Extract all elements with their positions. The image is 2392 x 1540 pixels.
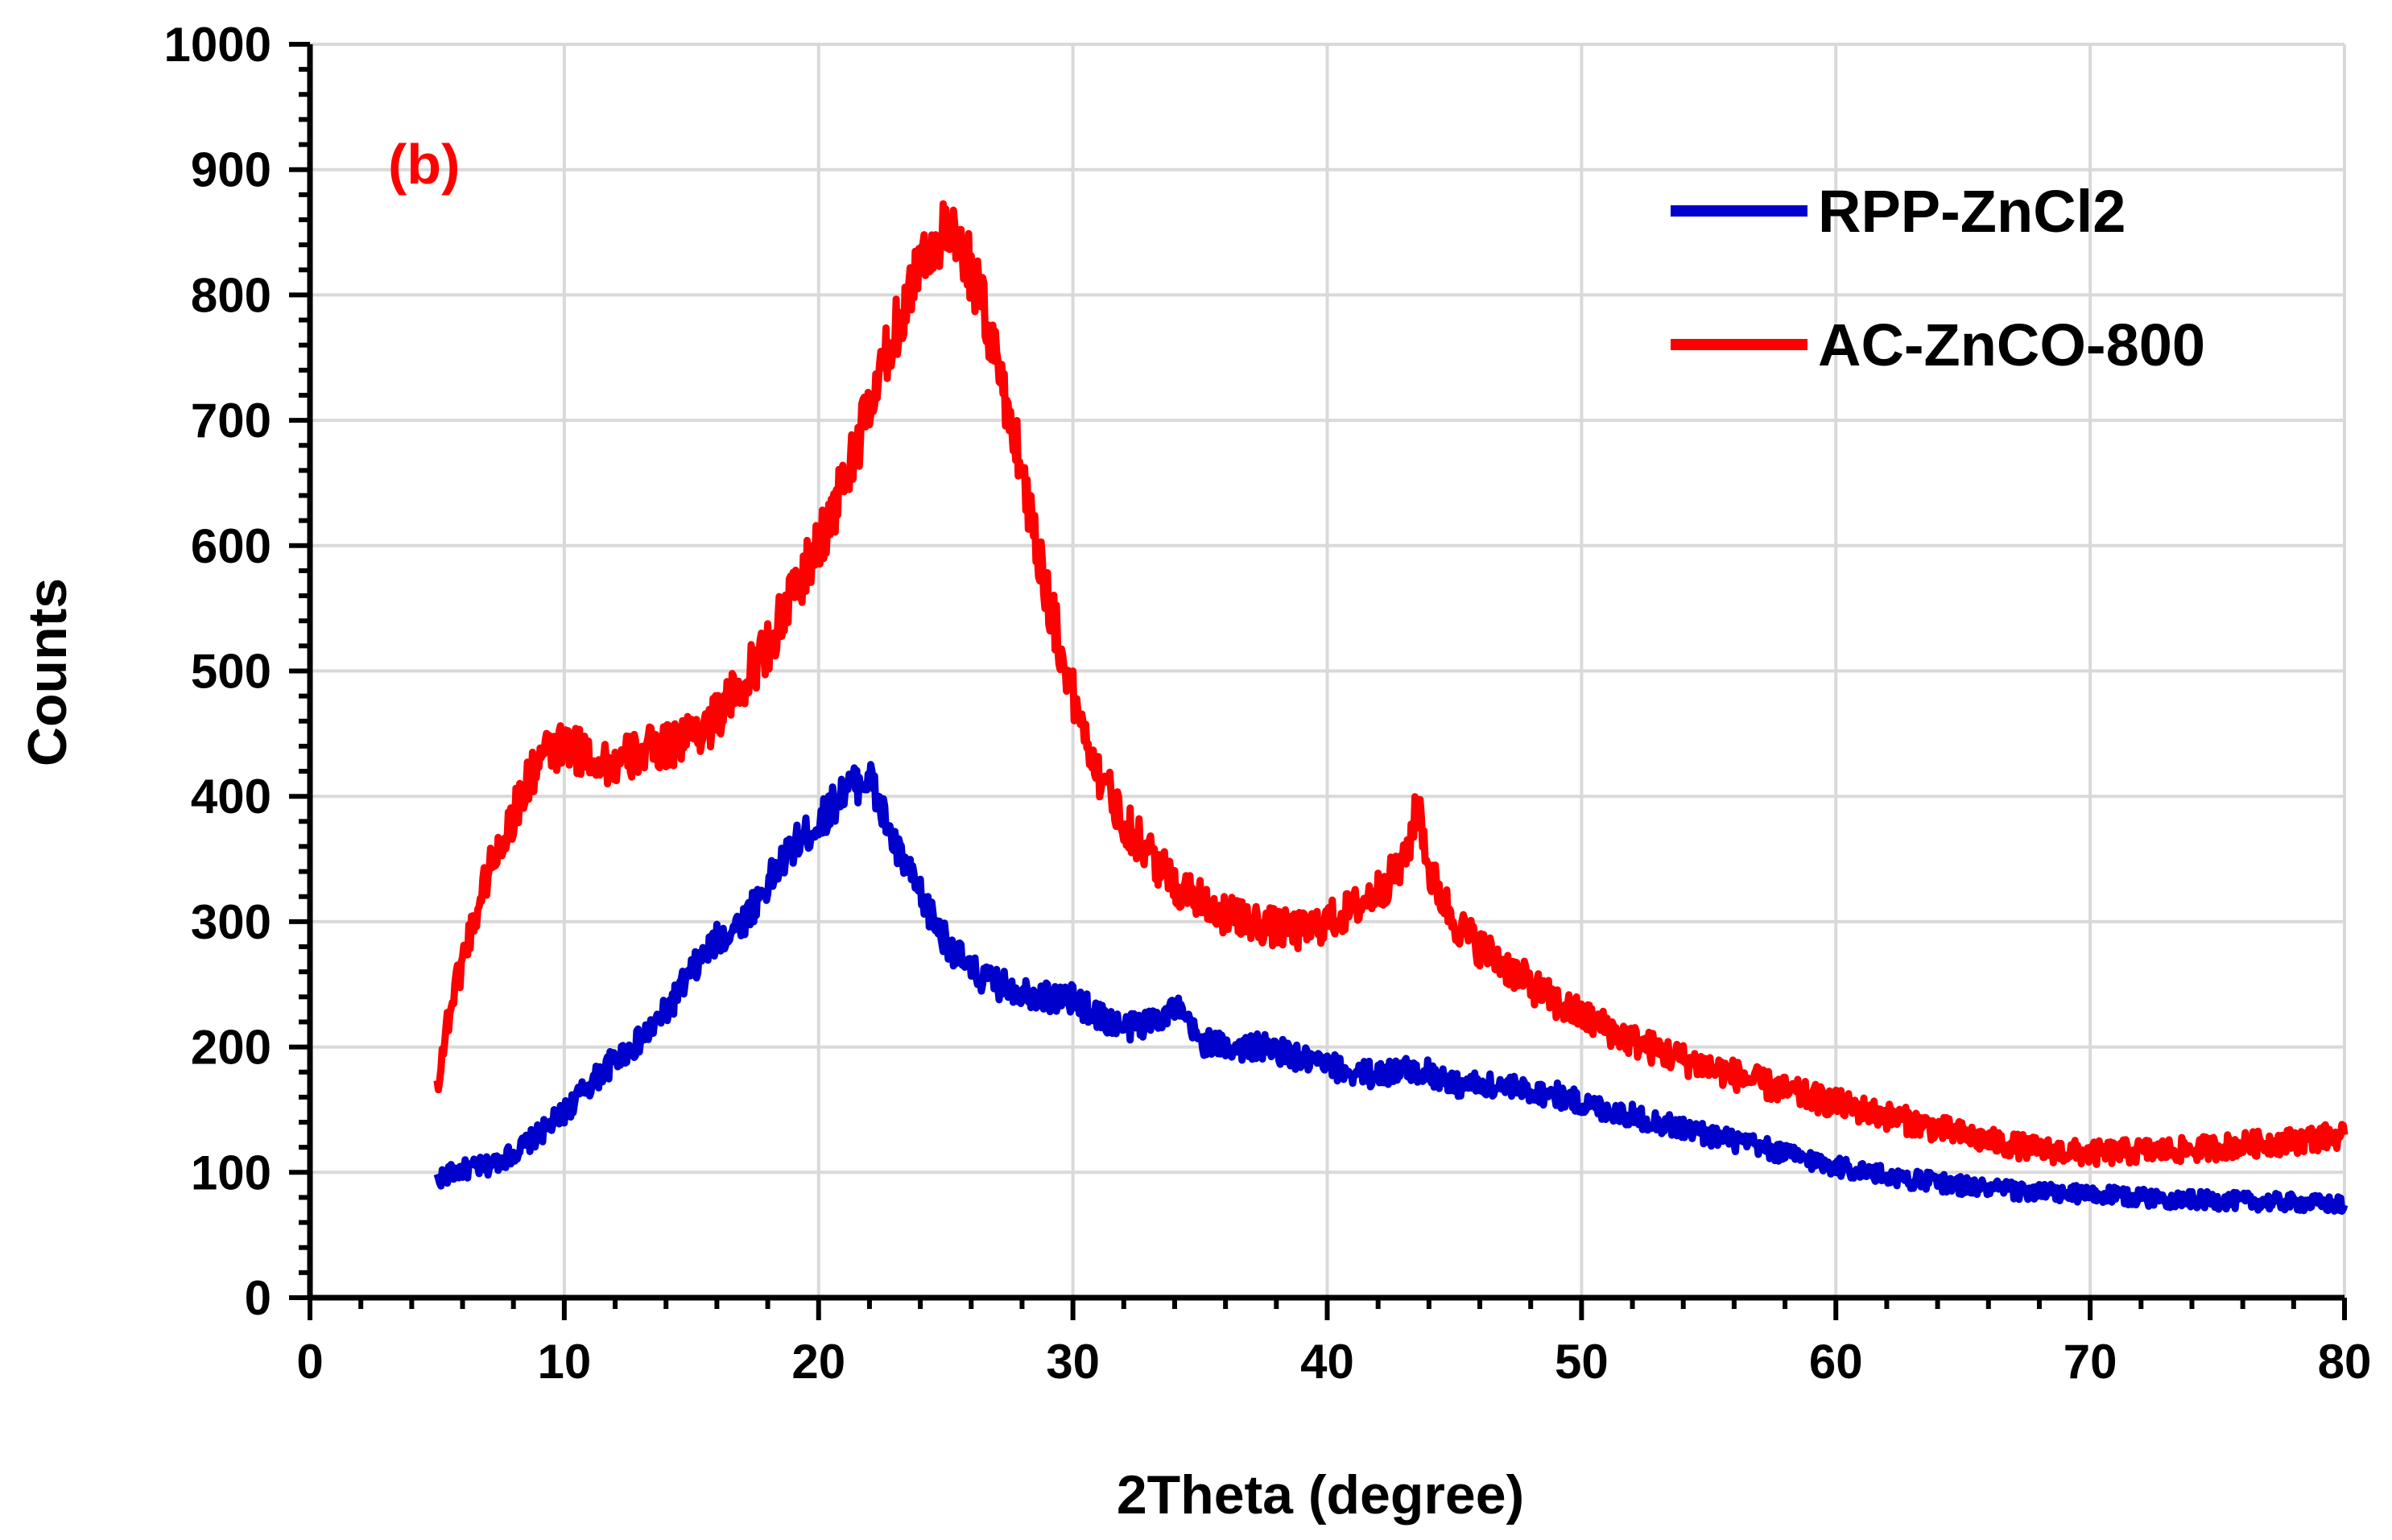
x-tick-label: 40 bbox=[1300, 1335, 1354, 1389]
y-tick-label: 600 bbox=[191, 519, 271, 573]
y-tick-label: 700 bbox=[191, 394, 271, 448]
x-tick-label: 60 bbox=[1809, 1335, 1863, 1389]
x-tick-label: 0 bbox=[296, 1335, 323, 1389]
legend: RPP-ZnCl2 AC-ZnCO-800 bbox=[1671, 178, 2205, 378]
x-tick-label: 50 bbox=[1555, 1335, 1609, 1389]
y-tick-label: 900 bbox=[191, 143, 271, 197]
y-tick-label: 100 bbox=[191, 1146, 271, 1199]
y-tick-label: 500 bbox=[191, 645, 271, 699]
panel-annotation: (b) bbox=[388, 133, 460, 196]
series-line-ac-znco-800 bbox=[433, 200, 2349, 1168]
legend-label-rpp-zncl2: RPP-ZnCl2 bbox=[1818, 178, 2126, 245]
legend-label-ac-znco-800: AC-ZnCO-800 bbox=[1818, 312, 2205, 378]
x-axis-title: 2Theta (degree) bbox=[1117, 1464, 1524, 1526]
series-line-rpp-zncl2 bbox=[433, 761, 2349, 1215]
y-axis-title: Counts bbox=[17, 578, 78, 766]
x-tick-label: 70 bbox=[2064, 1335, 2117, 1389]
x-tick-label: 10 bbox=[538, 1335, 592, 1389]
grid-layer bbox=[310, 43, 2346, 1298]
y-tick-label: 0 bbox=[245, 1271, 271, 1325]
x-tick-label: 30 bbox=[1046, 1335, 1100, 1389]
y-tick-label: 300 bbox=[191, 895, 271, 949]
axis-layer bbox=[289, 42, 2347, 1320]
label-layer: 0 10 20 30 40 50 60 70 8001002003004005006007008… bbox=[164, 18, 2372, 1389]
x-tick-label: 20 bbox=[791, 1335, 845, 1389]
y-tick-label: 200 bbox=[191, 1021, 271, 1075]
x-tick-label: 80 bbox=[2318, 1335, 2372, 1389]
y-tick-label: 400 bbox=[191, 770, 271, 824]
y-tick-label: 800 bbox=[191, 268, 271, 322]
series-layer bbox=[433, 200, 2349, 1215]
y-tick-label: 1000 bbox=[164, 18, 271, 72]
